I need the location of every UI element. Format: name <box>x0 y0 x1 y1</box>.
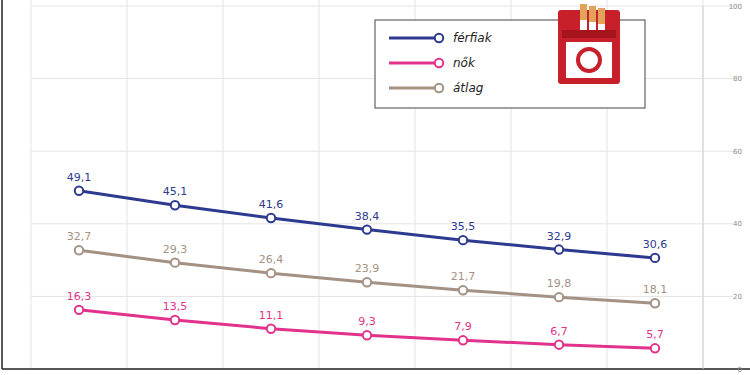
series-marker <box>459 286 467 294</box>
data-label: 35,5 <box>451 220 476 233</box>
data-label: 9,3 <box>358 315 376 328</box>
legend-marker <box>435 34 443 42</box>
legend-swatch <box>389 87 439 90</box>
series-marker <box>651 254 659 262</box>
grid-line-x <box>31 0 32 369</box>
series-line <box>79 310 655 348</box>
grid-line-y <box>31 296 733 297</box>
grid-line-y <box>31 6 733 7</box>
series-marker <box>459 336 467 344</box>
data-label: 30,6 <box>643 238 668 251</box>
frame-left <box>1 0 3 369</box>
y-tick-label: 80 <box>733 75 742 83</box>
data-label: 16,3 <box>67 290 92 303</box>
data-label: 6,7 <box>550 325 568 338</box>
series-marker <box>555 293 563 301</box>
legend-label: nők <box>453 56 476 70</box>
plot-area <box>75 187 659 353</box>
data-label: 11,1 <box>259 309 284 322</box>
series-marker <box>555 245 563 253</box>
data-label: 38,4 <box>355 210 380 223</box>
legend-marker <box>435 59 443 67</box>
grid-line-x <box>703 0 704 369</box>
data-label: 7,9 <box>454 320 472 333</box>
grid-line-y <box>31 223 733 224</box>
data-label: 45,1 <box>163 185 188 198</box>
cigarette <box>580 4 587 34</box>
data-label: 41,6 <box>259 198 284 211</box>
data-label: 26,4 <box>259 253 284 266</box>
legend-swatch <box>389 37 439 40</box>
y-tick-label: 20 <box>733 293 742 301</box>
data-label: 18,1 <box>643 283 668 296</box>
legend-swatch <box>389 62 439 65</box>
series-marker <box>75 306 83 314</box>
series-marker <box>363 225 371 233</box>
series-marker <box>75 187 83 195</box>
series-marker <box>171 201 179 209</box>
y-tick-label: 60 <box>733 148 742 156</box>
legend-label: átlag <box>453 81 484 95</box>
data-label: 32,7 <box>67 230 92 243</box>
data-label: 49,1 <box>67 171 92 184</box>
series-marker <box>363 331 371 339</box>
series-line <box>79 250 655 303</box>
data-label: 23,9 <box>355 262 380 275</box>
y-tick-label: 40 <box>733 220 742 228</box>
data-label: 5,7 <box>646 328 664 341</box>
pack-label <box>566 42 612 78</box>
legend: férfiak nők átlag <box>375 4 645 108</box>
data-label: 13,5 <box>163 300 188 313</box>
data-labels: 49,1 45,1 41,6 38,4 35,5 32,9 30,6 16,3 13,5 11,1… <box>67 171 668 342</box>
series-marker <box>267 269 275 277</box>
grid-line-y <box>31 151 733 152</box>
grid-line-x <box>319 0 320 369</box>
data-label: 32,9 <box>547 230 572 243</box>
data-label: 21,7 <box>451 270 476 283</box>
grid <box>31 0 733 369</box>
y-axis <box>703 6 704 369</box>
series-marker <box>75 246 83 254</box>
series-marker <box>651 299 659 307</box>
legend-box <box>375 20 645 108</box>
series-marker <box>363 278 371 286</box>
y-tick-label: 100 <box>729 3 742 11</box>
legend-label: férfiak <box>453 31 493 45</box>
series-marker <box>555 340 563 348</box>
series-marker <box>267 325 275 333</box>
series-marker <box>267 214 275 222</box>
pack-lid <box>562 30 616 38</box>
series-marker <box>651 344 659 352</box>
legend-marker <box>435 84 443 92</box>
series-marker <box>171 258 179 266</box>
grid-line-x <box>223 0 224 369</box>
y-tick-label: 0 <box>738 366 742 374</box>
series-marker <box>459 236 467 244</box>
series-line <box>79 191 655 258</box>
data-label: 19,8 <box>547 277 572 290</box>
chart: 0 20 40 60 80 100 49,1 45,1 41,6 38,4 35,5 32,9 30,6… <box>0 0 750 375</box>
series-marker <box>171 316 179 324</box>
pack-icon <box>558 4 620 84</box>
data-label: 29,3 <box>163 243 188 256</box>
pack-logo <box>578 49 600 71</box>
x-axis <box>2 368 750 370</box>
